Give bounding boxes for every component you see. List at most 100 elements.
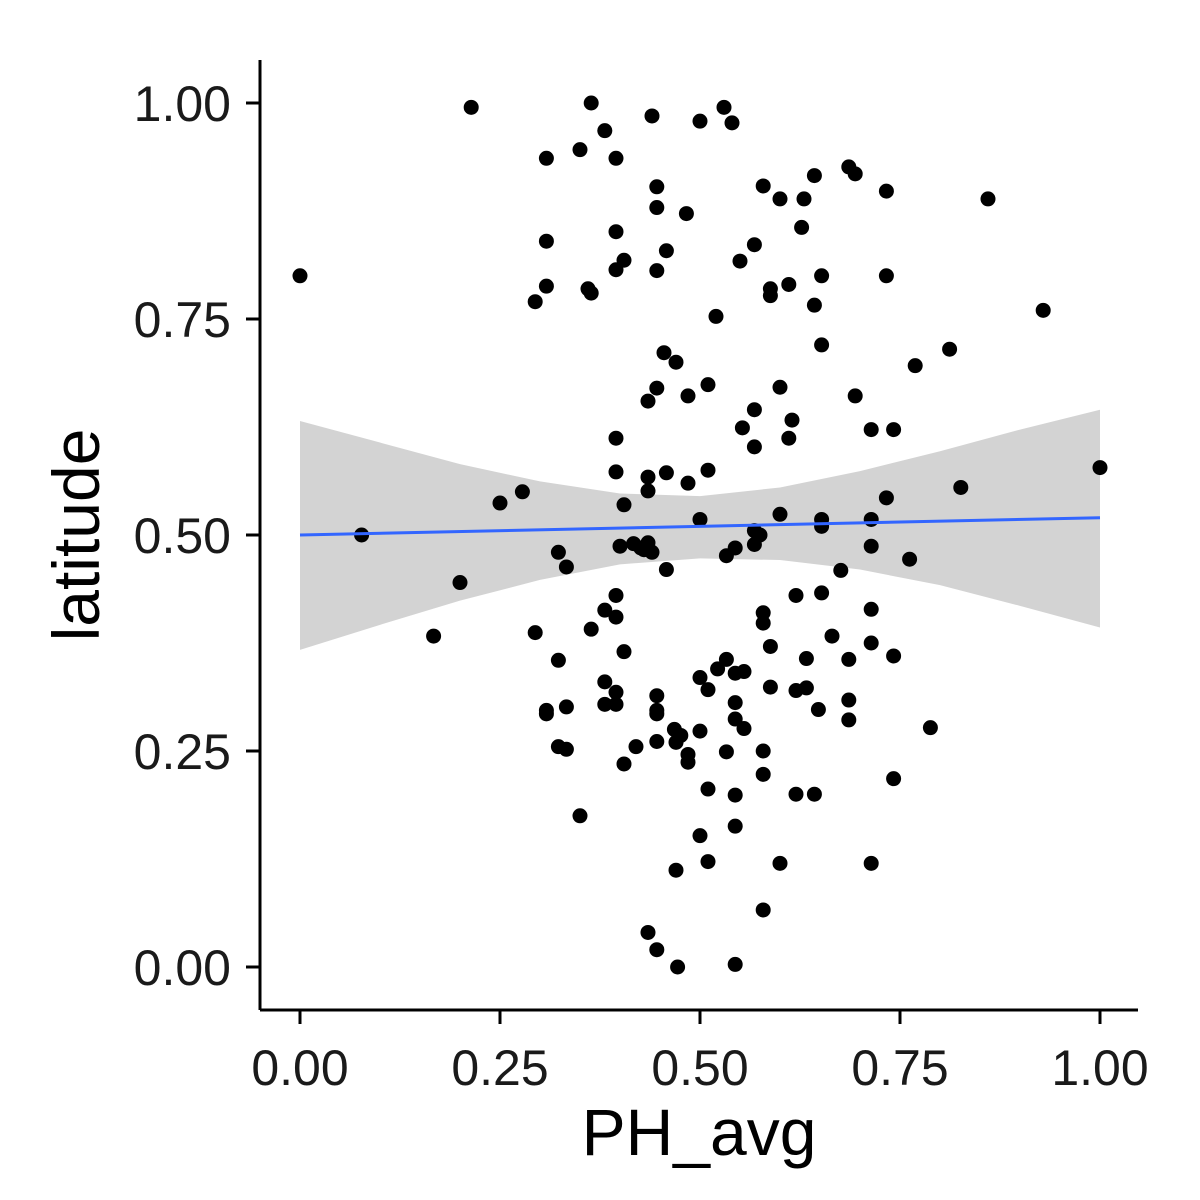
data-point bbox=[755, 615, 771, 631]
data-point bbox=[670, 959, 686, 975]
data-point bbox=[680, 388, 696, 404]
data-point bbox=[616, 756, 632, 772]
data-point bbox=[718, 651, 734, 667]
data-point bbox=[863, 422, 879, 438]
data-point bbox=[814, 337, 830, 353]
data-point bbox=[649, 942, 665, 958]
data-point bbox=[980, 191, 996, 207]
data-point bbox=[514, 484, 530, 500]
data-point bbox=[841, 712, 857, 728]
data-point bbox=[538, 278, 554, 294]
data-point bbox=[863, 601, 879, 617]
data-point bbox=[680, 475, 696, 491]
data-point bbox=[942, 341, 958, 357]
data-point bbox=[538, 150, 554, 166]
data-point bbox=[658, 465, 674, 481]
data-point bbox=[678, 206, 694, 222]
data-point bbox=[640, 393, 656, 409]
data-point bbox=[550, 652, 566, 668]
data-point bbox=[798, 651, 814, 667]
data-point bbox=[708, 308, 724, 324]
y-tick-label: 0.25 bbox=[134, 724, 231, 780]
data-point bbox=[692, 828, 708, 844]
data-point bbox=[426, 628, 442, 644]
data-point bbox=[788, 587, 804, 603]
data-point bbox=[640, 924, 656, 940]
y-tick-label: 1.00 bbox=[134, 76, 231, 132]
data-point bbox=[878, 268, 894, 284]
x-tick-label: 0.75 bbox=[851, 1040, 948, 1096]
data-point bbox=[736, 721, 752, 737]
data-point bbox=[1035, 302, 1051, 318]
data-point bbox=[700, 854, 716, 870]
data-point bbox=[784, 412, 800, 428]
data-point bbox=[772, 855, 788, 871]
data-point bbox=[727, 956, 743, 972]
data-point bbox=[814, 268, 830, 284]
data-point bbox=[673, 727, 689, 743]
data-point bbox=[727, 711, 743, 727]
data-point bbox=[755, 766, 771, 782]
data-point bbox=[692, 670, 708, 686]
data-point bbox=[746, 439, 762, 455]
data-point bbox=[814, 585, 830, 601]
data-point bbox=[608, 224, 624, 240]
data-point bbox=[732, 253, 748, 269]
data-point bbox=[841, 651, 857, 667]
data-point bbox=[597, 123, 613, 139]
data-point bbox=[886, 422, 902, 438]
data-point bbox=[886, 771, 902, 787]
data-point bbox=[902, 551, 918, 567]
data-point bbox=[640, 483, 656, 499]
data-point bbox=[583, 621, 599, 637]
data-point bbox=[692, 113, 708, 129]
x-tick-label: 1.00 bbox=[1051, 1040, 1148, 1096]
y-tick-label: 0.50 bbox=[134, 508, 231, 564]
data-point bbox=[572, 142, 588, 158]
data-point bbox=[762, 281, 778, 297]
data-point bbox=[538, 706, 554, 722]
data-point bbox=[810, 702, 826, 718]
data-point bbox=[700, 377, 716, 393]
y-tick-label: 0.00 bbox=[134, 940, 231, 996]
data-point bbox=[644, 108, 660, 124]
data-point bbox=[755, 605, 771, 621]
data-point bbox=[727, 540, 743, 556]
data-point bbox=[700, 462, 716, 478]
data-point bbox=[700, 781, 716, 797]
data-point bbox=[649, 179, 665, 195]
data-point bbox=[716, 99, 732, 115]
data-point bbox=[616, 644, 632, 660]
data-point bbox=[746, 402, 762, 418]
data-point bbox=[527, 625, 543, 641]
data-point bbox=[608, 587, 624, 603]
data-point bbox=[608, 696, 624, 712]
confidence-band bbox=[300, 409, 1100, 650]
data-point bbox=[755, 902, 771, 918]
data-point bbox=[583, 95, 599, 111]
ticks-layer: 0.00 0.25 0.50 0.75 1.00 0.00 0.25 0.50 0.75 1.00 bbox=[134, 76, 1149, 1096]
data-point bbox=[692, 723, 708, 739]
fit-line-layer bbox=[299, 516, 1101, 537]
data-point bbox=[755, 743, 771, 759]
data-point bbox=[752, 527, 768, 543]
data-point bbox=[608, 464, 624, 480]
regression-line bbox=[299, 516, 1101, 537]
data-point bbox=[734, 420, 750, 436]
data-point bbox=[608, 150, 624, 166]
data-point bbox=[597, 602, 613, 618]
data-point bbox=[550, 544, 566, 560]
data-point bbox=[824, 628, 840, 644]
data-point bbox=[710, 661, 726, 677]
data-point bbox=[649, 733, 665, 749]
data-point bbox=[798, 680, 814, 696]
data-point bbox=[718, 744, 734, 760]
data-point bbox=[794, 219, 810, 235]
data-point bbox=[658, 243, 674, 259]
data-point bbox=[781, 430, 797, 446]
data-point bbox=[746, 237, 762, 253]
data-point bbox=[772, 506, 788, 522]
data-point bbox=[806, 786, 822, 802]
data-point bbox=[863, 635, 879, 651]
data-point bbox=[527, 294, 543, 310]
